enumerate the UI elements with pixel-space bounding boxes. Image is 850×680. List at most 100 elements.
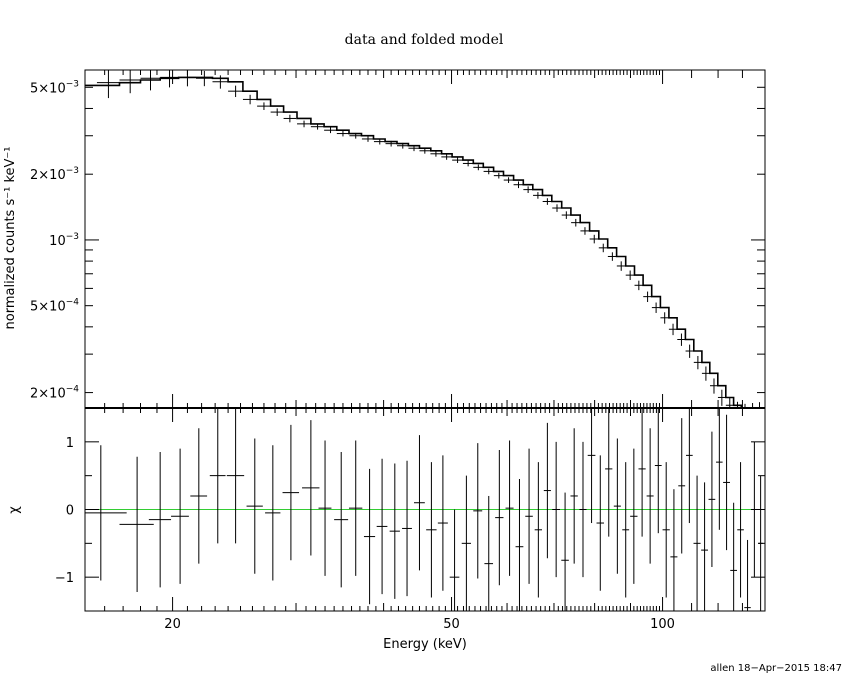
residual-point bbox=[363, 468, 376, 605]
data-point bbox=[693, 355, 702, 370]
data-point bbox=[580, 227, 590, 235]
residual-point bbox=[543, 422, 551, 559]
y-tick-label: 2×10−3 bbox=[30, 166, 79, 183]
residual-point bbox=[723, 414, 731, 551]
residual-point bbox=[461, 475, 471, 611]
residual-point bbox=[638, 408, 646, 537]
residual-point bbox=[525, 448, 533, 584]
residual-point bbox=[646, 428, 654, 564]
top-panel-plot bbox=[84, 70, 764, 409]
residual-point bbox=[552, 441, 561, 578]
data-point bbox=[84, 72, 97, 101]
residual-point bbox=[376, 458, 388, 595]
y-tick-mantissa: 2 bbox=[30, 168, 38, 183]
data-point bbox=[685, 344, 694, 358]
residual-point bbox=[630, 448, 638, 584]
data-point bbox=[533, 192, 543, 199]
data-point bbox=[483, 168, 494, 175]
residual-point bbox=[515, 479, 524, 611]
data-point bbox=[397, 142, 409, 149]
residual-point bbox=[246, 438, 263, 574]
data-point bbox=[385, 140, 397, 147]
data-point bbox=[668, 323, 678, 336]
model-histogram bbox=[85, 76, 763, 409]
residual-point bbox=[587, 408, 596, 524]
residual-point bbox=[596, 455, 604, 591]
residual-point bbox=[119, 456, 154, 593]
residual-point bbox=[693, 475, 701, 611]
y-tick-base: ×10 bbox=[38, 81, 65, 96]
data-point bbox=[589, 234, 599, 244]
residual-point bbox=[402, 460, 412, 597]
residual-point bbox=[348, 440, 363, 576]
bottom-panel-plot bbox=[85, 408, 765, 611]
data-point bbox=[452, 157, 463, 164]
data-point bbox=[270, 108, 284, 116]
residual-point bbox=[473, 443, 483, 579]
data-point bbox=[473, 164, 484, 171]
y-axis-label-top: normalized counts s⁻¹ keV⁻¹ bbox=[3, 147, 18, 330]
residual-point bbox=[484, 495, 494, 611]
top-panel-ticks: 5×10−32×10−310−35×10−42×10−4 bbox=[30, 69, 766, 408]
residual-point bbox=[437, 455, 448, 591]
residual-point bbox=[389, 463, 400, 599]
residual-point bbox=[426, 462, 437, 598]
x-tick-label: 100 bbox=[650, 617, 675, 632]
residual-point bbox=[605, 408, 613, 537]
residual-point bbox=[685, 408, 693, 524]
residual-point bbox=[744, 539, 751, 611]
data-point bbox=[598, 243, 608, 253]
data-point bbox=[283, 114, 297, 123]
y-tick-mantissa: 2 bbox=[30, 387, 38, 402]
footer-stamp: allen 18−Apr−2015 18:47 bbox=[710, 663, 842, 674]
residual-point bbox=[148, 451, 172, 588]
data-point bbox=[677, 333, 686, 346]
data-point bbox=[571, 218, 581, 227]
y-tick-base: 10 bbox=[49, 234, 66, 249]
residual-point bbox=[318, 440, 332, 576]
data-point bbox=[552, 204, 562, 212]
data-point bbox=[324, 127, 337, 134]
y-tick-label: 5×10−3 bbox=[30, 79, 79, 96]
data-point bbox=[607, 252, 617, 261]
residual-point bbox=[282, 424, 300, 561]
residual-point bbox=[85, 445, 127, 581]
data-point bbox=[513, 181, 524, 189]
data-point bbox=[419, 147, 431, 154]
residual-point bbox=[265, 445, 281, 581]
residual-point bbox=[414, 435, 425, 571]
residual-point bbox=[171, 448, 189, 584]
residual-point bbox=[670, 489, 678, 611]
data-point bbox=[336, 130, 349, 137]
data-point bbox=[733, 401, 742, 409]
data-point bbox=[725, 397, 734, 408]
data-point bbox=[462, 160, 474, 167]
data-point bbox=[242, 94, 258, 105]
residual-point bbox=[505, 440, 514, 576]
data-point bbox=[361, 136, 374, 142]
data-point bbox=[701, 366, 710, 381]
x-tick-label: 50 bbox=[443, 617, 460, 632]
chart-title: data and folded model bbox=[345, 32, 504, 48]
residual-point bbox=[613, 438, 621, 574]
data-point bbox=[297, 120, 311, 128]
data-point bbox=[523, 186, 533, 193]
data-point bbox=[430, 150, 442, 157]
y-tick-mantissa: 5 bbox=[30, 81, 38, 96]
data-point bbox=[196, 70, 213, 87]
y-axis-label-bottom: χ bbox=[7, 506, 22, 514]
residual-point bbox=[654, 408, 662, 534]
residual-point bbox=[226, 408, 245, 544]
data-point bbox=[493, 172, 504, 179]
data-point bbox=[643, 291, 652, 303]
data-point bbox=[542, 198, 553, 205]
data-point bbox=[748, 403, 757, 409]
x-tick-label: 20 bbox=[164, 617, 181, 632]
data-point bbox=[561, 211, 571, 219]
y-tick-label: 0 bbox=[66, 504, 74, 519]
y-tick-label: 10−3 bbox=[49, 232, 79, 249]
y-tick-exponent: −4 bbox=[66, 385, 80, 395]
y-tick-label: 1 bbox=[66, 436, 74, 451]
residual-point bbox=[495, 449, 504, 586]
